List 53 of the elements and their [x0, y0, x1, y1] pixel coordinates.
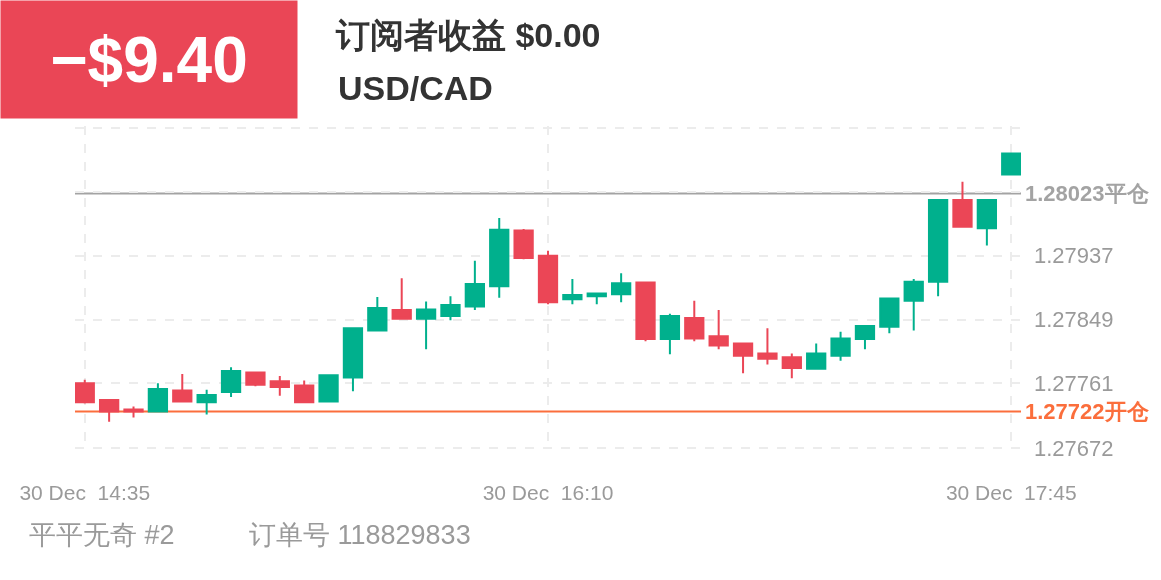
candlestick — [708, 309, 729, 351]
candlestick — [854, 325, 876, 351]
candlestick — [464, 259, 485, 312]
candlestick — [927, 198, 949, 298]
ref-line-label: 1.27722开仓 — [1025, 399, 1150, 424]
candlestick — [659, 312, 681, 356]
candlestick — [318, 374, 339, 403]
candlestick — [294, 379, 315, 404]
candlestick — [879, 297, 900, 335]
candlestick — [684, 299, 705, 343]
candlestick — [513, 227, 534, 261]
candlestick — [98, 398, 120, 423]
text: 订单号 118829833 — [249, 520, 471, 550]
candlestick — [757, 327, 778, 366]
y-tick-label: 1.27937 — [1034, 243, 1114, 269]
candlestick — [952, 180, 973, 228]
ref-line-label: 1.28023平仓 — [1025, 181, 1150, 206]
x-tick-label: 30 Dec 14:35 — [19, 481, 151, 504]
candlestick — [562, 277, 583, 306]
candlestick — [220, 366, 242, 399]
candlestick — [245, 371, 266, 388]
candlestick — [489, 217, 510, 299]
text: −$9.40 — [50, 23, 248, 96]
chart-title: 订阅者收益 $0.00 — [335, 15, 601, 54]
candlestick — [781, 352, 802, 380]
candlestick — [806, 342, 827, 371]
candlestick — [537, 249, 559, 306]
candlestick — [269, 375, 290, 397]
y-tick-label: 1.27761 — [1034, 371, 1114, 397]
candlestick — [342, 327, 364, 393]
candlestick — [391, 277, 412, 320]
text: 平平无奇 #2 — [29, 520, 175, 550]
candlestick — [611, 272, 632, 304]
y-tick-label: 1.27849 — [1034, 307, 1114, 333]
candlestick — [75, 378, 95, 405]
candlestick — [635, 281, 656, 343]
candlestick — [903, 277, 924, 332]
x-tick-label: 30 Dec 16:10 — [482, 481, 614, 504]
chart-subtitle: USD/CAD — [338, 69, 493, 107]
candlestick — [415, 300, 437, 351]
x-tick-label: 30 Dec 17:45 — [945, 481, 1077, 504]
y-tick-label: 1.27672 — [1034, 435, 1114, 461]
candlestick — [830, 330, 851, 362]
candlestick — [976, 198, 998, 247]
candlestick — [147, 382, 169, 414]
candlestick — [440, 295, 461, 322]
candlestick — [732, 342, 754, 375]
candlestick — [196, 388, 217, 416]
candlestick — [1001, 152, 1021, 176]
candlestick — [586, 291, 607, 306]
candlestick — [123, 405, 144, 419]
candlestick — [367, 296, 388, 333]
candlestick — [172, 372, 193, 404]
